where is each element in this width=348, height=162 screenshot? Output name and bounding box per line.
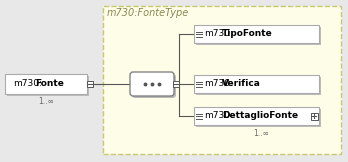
Bar [194, 107, 319, 125]
Text: Fonte: Fonte [35, 80, 64, 88]
Bar [196, 27, 321, 45]
FancyBboxPatch shape [130, 72, 174, 96]
Bar [194, 25, 319, 43]
Bar [173, 81, 179, 87]
Text: Verifica: Verifica [222, 80, 261, 88]
Bar [196, 77, 321, 95]
Bar [7, 76, 89, 96]
Text: m730:: m730: [204, 111, 233, 121]
Text: m730:: m730: [204, 29, 233, 39]
Text: m730:FonteType: m730:FonteType [107, 8, 189, 18]
Bar [103, 6, 341, 154]
Bar [310, 112, 317, 120]
Bar [194, 75, 319, 93]
Text: TipoFonte: TipoFonte [222, 29, 273, 39]
FancyBboxPatch shape [132, 74, 176, 98]
Text: m730:: m730: [204, 80, 233, 88]
Text: 1..∞: 1..∞ [254, 129, 269, 138]
Text: 1..∞: 1..∞ [38, 97, 54, 106]
Bar [196, 109, 321, 127]
Text: DettaglioFonte: DettaglioFonte [222, 111, 298, 121]
Bar [5, 74, 87, 94]
Bar [87, 81, 93, 87]
Text: m730:: m730: [13, 80, 42, 88]
